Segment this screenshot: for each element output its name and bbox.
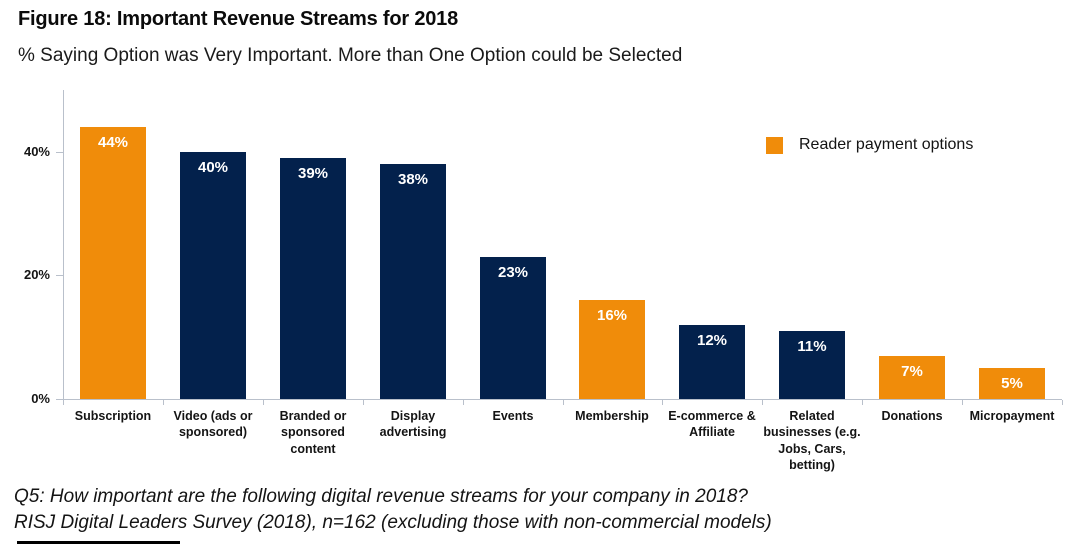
x-axis-label-events: Events [492,409,534,423]
bar-value-label: 23% [497,264,529,281]
x-axis-tick [63,400,64,405]
x-axis-tick [263,400,264,405]
x-axis-tick [662,400,663,405]
bar-micropayment [979,368,1045,399]
bar-events [480,257,546,399]
y-axis-tick [56,399,63,400]
legend-swatch-icon [766,136,783,154]
bar-value-label: 11% [797,338,827,355]
bar-video-ads-or-sponsored [180,152,246,399]
footer-rule [17,541,180,544]
x-axis-tick [163,400,164,405]
bar-value-label: 12% [696,332,728,349]
x-axis-tick [363,400,364,405]
legend-label: Reader payment options [799,136,974,153]
bar-donations [879,356,945,399]
y-axis-tick-label: 20% [23,267,50,282]
y-axis-tick [56,275,63,276]
bar-value-label: 44% [97,134,129,151]
x-axis-label-e-commerce-affiliate: E-commerce & Affiliate [668,409,756,440]
bar-value-label: 39% [297,165,329,182]
bar-display-advertising [380,164,446,399]
x-axis-tick [1062,400,1063,405]
x-axis-tick [762,400,763,405]
bar-membership [579,300,645,399]
bar-e-commerce-affiliate [679,325,745,399]
legend: Reader payment options [766,136,973,154]
x-axis-line [63,399,1062,400]
bar-subscription [80,127,146,399]
footnote-question: Q5: How important are the following digi… [14,486,748,507]
x-axis-label-related-businesses-e-g-jobs-cars-betting: Related businesses (e.g. Jobs, Cars, bet… [763,409,861,472]
figure-subtitle: % Saying Option was Very Important. More… [18,45,683,66]
footnote-source: RISJ Digital Leaders Survey (2018), n=16… [14,512,772,533]
bar-related-businesses-e-g-jobs-cars-betting [779,331,845,399]
figure-title: Figure 18: Important Revenue Streams for… [18,8,459,30]
x-axis-tick [862,400,863,405]
x-axis-tick [563,400,564,405]
x-axis-label-micropayment: Micropayment [969,409,1055,423]
y-axis-tick-label: 0% [31,391,50,406]
x-axis-tick [463,400,464,405]
bar-value-label: 38% [397,171,429,188]
y-axis-line [63,90,64,399]
bar-value-label: 7% [901,363,923,380]
bar-value-label: 40% [197,159,229,176]
x-axis-label-donations: Donations [881,409,943,423]
x-axis-label-video-ads-or-sponsored: Video (ads or sponsored) [173,409,253,440]
bar-value-label: 5% [1001,375,1023,392]
x-axis-label-branded-or-sponsored-content: Branded or sponsored content [279,409,347,456]
x-axis-label-membership: Membership [575,409,649,423]
x-axis-tick [962,400,963,405]
bar-branded-or-sponsored-content [280,158,346,399]
x-axis-label-subscription: Subscription [74,409,152,423]
y-axis-tick-label: 40% [23,144,50,159]
bar-value-label: 16% [596,307,628,324]
y-axis-tick [56,152,63,153]
x-axis-label-display-advertising: Display advertising [379,409,447,440]
